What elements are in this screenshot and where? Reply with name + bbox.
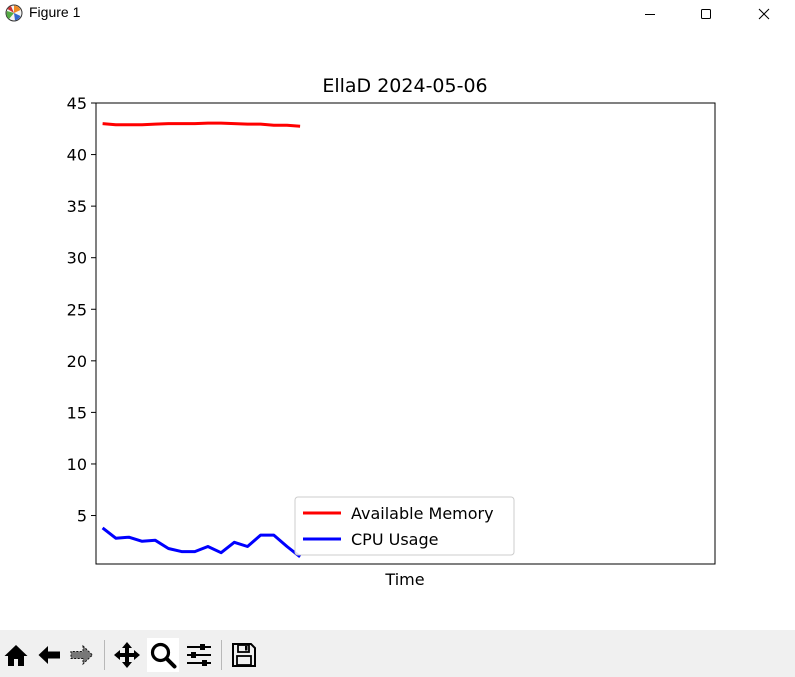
y-tick-label: 25 <box>67 300 87 319</box>
series-line-cpu-usage <box>101 526 302 558</box>
minimize-button[interactable] <box>627 0 673 28</box>
configure-subplots-button[interactable] <box>183 638 215 672</box>
y-tick-label: 20 <box>67 352 87 371</box>
series-lines <box>101 121 302 558</box>
forward-button[interactable] <box>66 638 98 672</box>
arrow-right-icon <box>70 644 94 666</box>
y-tick-label: 40 <box>67 146 87 165</box>
legend-label-cpu-usage: CPU Usage <box>351 530 438 549</box>
toolbar-separator <box>221 640 222 670</box>
zoom-button[interactable] <box>147 638 179 672</box>
maximize-button[interactable] <box>683 0 729 28</box>
plot-area-frame <box>95 102 716 565</box>
y-tick-label: 45 <box>67 94 87 113</box>
sliders-icon <box>187 644 211 666</box>
series-line-available-memory <box>102 121 301 128</box>
home-button[interactable] <box>0 638 32 672</box>
legend: Available Memory CPU Usage <box>294 496 515 556</box>
floppy-disk-icon <box>232 643 256 667</box>
toolbar-separator <box>104 640 105 670</box>
maximize-icon <box>701 9 711 19</box>
arrow-left-icon <box>38 646 60 664</box>
legend-label-available-memory: Available Memory <box>351 504 494 523</box>
window-title: Figure 1 <box>29 4 81 20</box>
window-title-bar[interactable]: Figure 1 <box>0 0 795 28</box>
minimize-icon <box>645 14 655 15</box>
y-tick-label: 10 <box>67 455 87 474</box>
y-tick-label: 15 <box>67 403 87 422</box>
y-axis-ticks: 5 10 15 20 25 30 35 40 45 <box>67 94 96 526</box>
chart-title: EllaD 2024-05-06 <box>322 75 487 97</box>
save-button[interactable] <box>228 638 260 672</box>
home-icon <box>4 645 28 666</box>
legend-box <box>294 496 515 556</box>
x-axis-label: Time <box>384 570 424 589</box>
close-button[interactable] <box>741 0 787 28</box>
navigation-toolbar <box>0 630 795 677</box>
close-icon <box>758 8 770 20</box>
y-tick-label: 35 <box>67 197 87 216</box>
y-tick-label: 30 <box>67 249 87 268</box>
matplotlib-logo-icon <box>5 4 23 22</box>
move-arrows-icon <box>114 642 140 668</box>
pan-button[interactable] <box>111 638 143 672</box>
figure-canvas[interactable]: EllaD 2024-05-06 5 10 15 20 25 30 35 40 45 Time … <box>0 28 795 630</box>
y-tick-label: 5 <box>77 507 87 526</box>
magnifier-icon <box>150 642 177 669</box>
back-button[interactable] <box>33 638 65 672</box>
